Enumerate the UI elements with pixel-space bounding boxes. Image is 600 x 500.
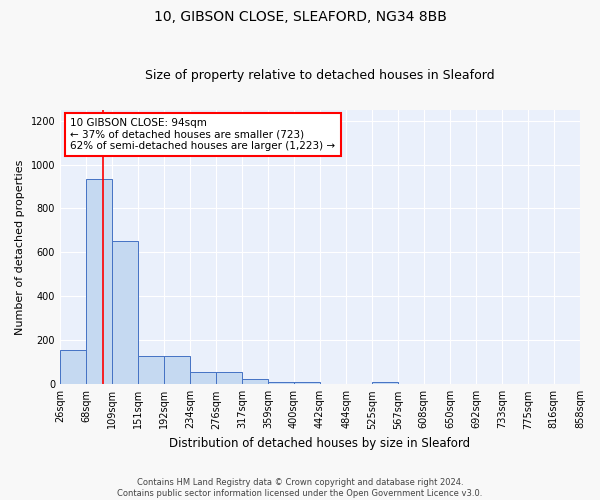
- Bar: [190, 372, 216, 384]
- X-axis label: Distribution of detached houses by size in Sleaford: Distribution of detached houses by size …: [169, 437, 470, 450]
- Bar: [242, 379, 268, 384]
- Text: Contains HM Land Registry data © Crown copyright and database right 2024.
Contai: Contains HM Land Registry data © Crown c…: [118, 478, 482, 498]
- Bar: [138, 356, 164, 384]
- Bar: [164, 356, 190, 384]
- Bar: [268, 382, 294, 384]
- Bar: [372, 382, 398, 384]
- Bar: [112, 242, 138, 384]
- Title: Size of property relative to detached houses in Sleaford: Size of property relative to detached ho…: [145, 69, 495, 82]
- Y-axis label: Number of detached properties: Number of detached properties: [15, 159, 25, 334]
- Text: 10 GIBSON CLOSE: 94sqm
← 37% of detached houses are smaller (723)
62% of semi-de: 10 GIBSON CLOSE: 94sqm ← 37% of detached…: [70, 118, 335, 151]
- Text: 10, GIBSON CLOSE, SLEAFORD, NG34 8BB: 10, GIBSON CLOSE, SLEAFORD, NG34 8BB: [154, 10, 446, 24]
- Bar: [60, 350, 86, 384]
- Bar: [86, 179, 112, 384]
- Bar: [216, 372, 242, 384]
- Bar: [294, 382, 320, 384]
